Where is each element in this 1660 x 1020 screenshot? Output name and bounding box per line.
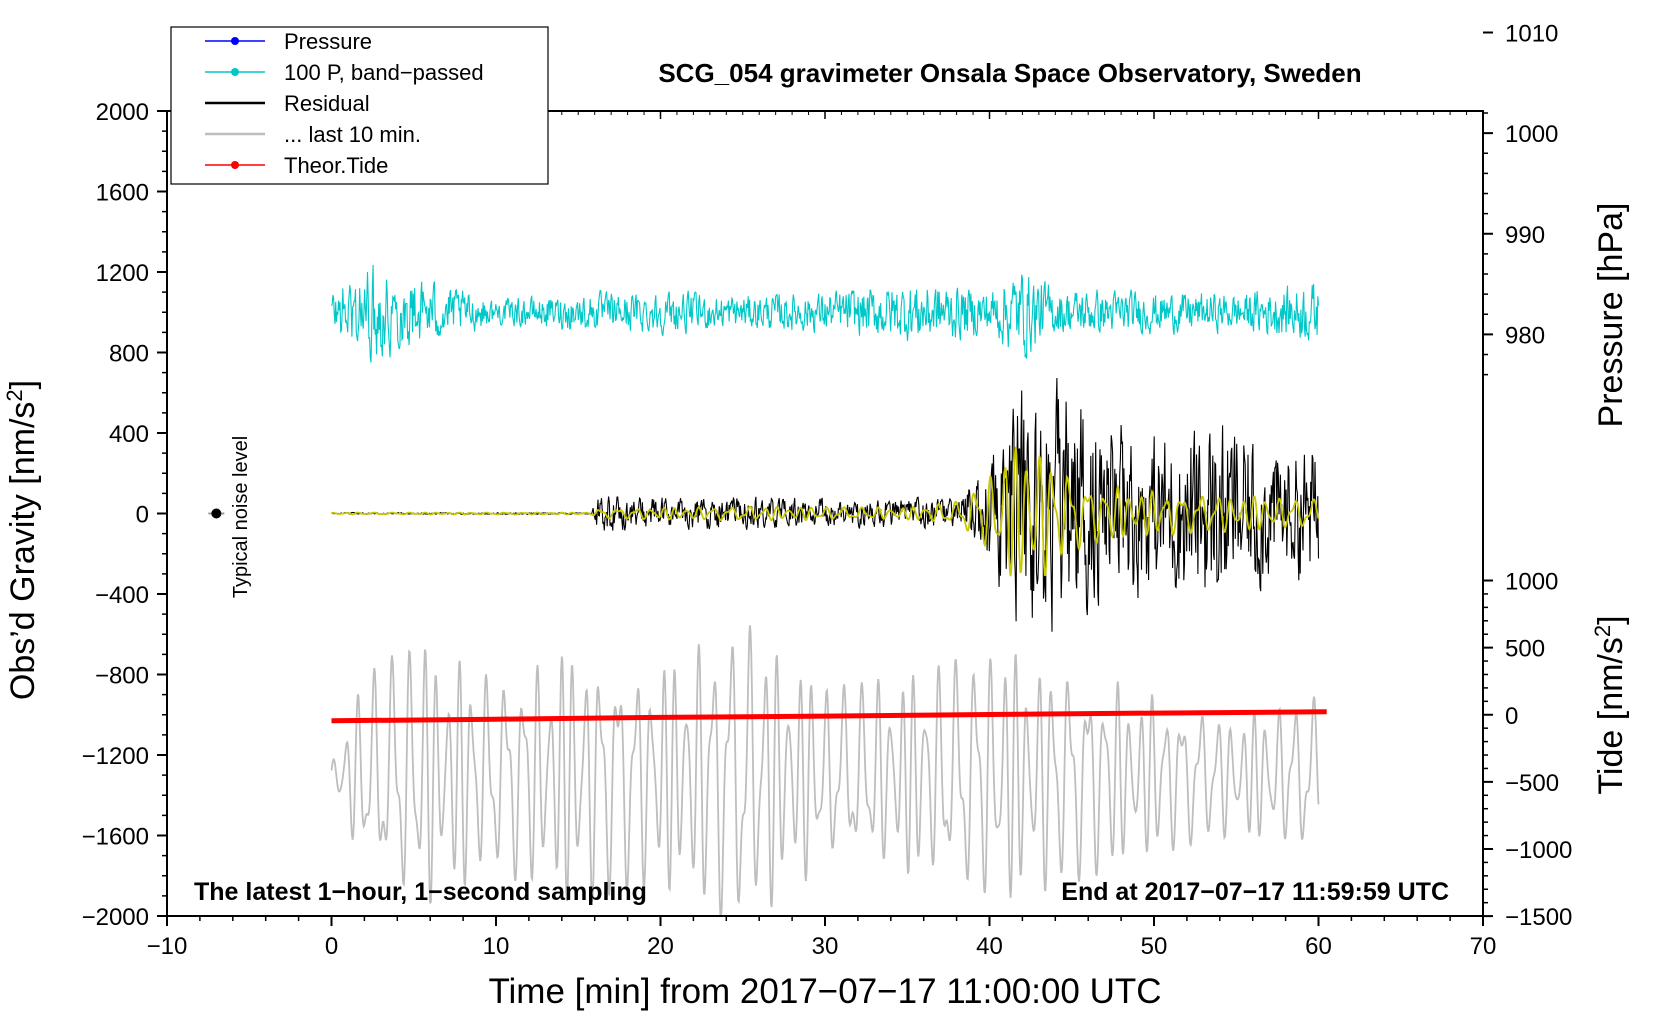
tide-tick-label: 0 [1505,703,1518,730]
right-axis: 103010201010100099098010005000−500−1000−… [1483,21,1572,931]
y-tick-label: 1600 [96,180,149,207]
tide-tick-label: 500 [1505,636,1545,663]
series-residual-filtered- [331,446,1320,577]
y-axis-label-pressure: Pressure [hPa] [1592,203,1630,428]
y-tick-label: 1200 [96,260,149,287]
legend-label: Residual [284,91,370,116]
x-tick-label: 40 [976,933,1003,960]
x-tick-label: 20 [647,933,674,960]
series-theor-tide [331,709,1327,724]
x-axis-label: Time [min] from 2017−07−17 11:00:00 UTC [488,972,1161,1011]
x-tick-label: 50 [1141,933,1168,960]
y-axis-label-gravity: Obs’d Gravity [nm/s2] [2,380,42,700]
pressure-tick-label: 990 [1505,222,1545,249]
y-tick-label: 800 [109,341,149,368]
y-tick-label: 400 [109,421,149,448]
noise-marker [208,508,225,519]
pressure-tick-label: 980 [1505,322,1545,349]
series-layer [330,264,1327,916]
noise-level-label: Typical noise level [230,436,252,598]
y-axis-label-gravity-close: ] [4,380,42,389]
pressure-tick-label: 1010 [1505,21,1558,48]
x-tick-label: 30 [812,933,839,960]
legend-marker [231,161,239,169]
x-tick-label: −10 [147,933,188,960]
tide-tick-label: −500 [1505,770,1559,797]
legend-marker [231,37,239,45]
legend-marker [231,68,239,76]
series--last-10-min- [330,625,1320,916]
y-axis-label-tide-close: ] [1592,615,1630,624]
legend-label: ... last 10 min. [284,122,421,147]
legend-label: Pressure [284,29,372,54]
x-tick-label: 70 [1470,933,1497,960]
noise-dot [211,508,222,519]
y-tick-label: 2000 [96,99,149,126]
y-tick-label: −1200 [82,743,149,770]
tide-tick-label: −1500 [1505,904,1572,931]
series-100-p-band-passed [330,264,1320,363]
pressure-tick-label: 1000 [1505,121,1558,148]
x-tick-label: 0 [325,933,338,960]
legend-box [170,26,549,185]
x-tick-label: 10 [483,933,510,960]
y-axis-label-tide-exp: 2 [1590,625,1615,637]
annotation-sampling: The latest 1−hour, 1−second sampling [194,878,647,906]
tide-tick-label: 1000 [1505,569,1558,596]
y-tick-label: −1600 [82,824,149,851]
bottom-axis: −10 0 10 20 30 40 50 60 70 [147,111,1497,960]
y-tick-label: −800 [95,663,149,690]
y-axis-label-gravity-exp: 2 [2,389,27,401]
x-tick-label: 60 [1305,933,1332,960]
legend-label: Theor.Tide [284,153,388,178]
chart-title: SCG_054 gravimeter Onsala Space Observat… [658,58,1361,88]
y-axis-label-tide-text: Tide [nm/s [1592,637,1630,794]
y-tick-label: 0 [136,502,149,529]
annotation-end-time: End at 2017−07−17 11:59:59 UTC [1061,878,1449,906]
y-axis-label-tide: Tide [nm/s2] [1590,615,1630,794]
y-axis-label-gravity-text: Obs’d Gravity [nm/s [4,402,42,701]
legend-label: 100 P, band−passed [284,60,484,85]
legend: Pressure 100 P, band−passed Residual ... la… [170,26,549,185]
tide-tick-label: −1000 [1505,837,1572,864]
left-axis: 2000 1600 1200 800 400 0 −400 −800 −1200 −1600 −20… [82,99,167,931]
y-tick-label: −2000 [82,904,149,931]
y-tick-label: −400 [95,582,149,609]
